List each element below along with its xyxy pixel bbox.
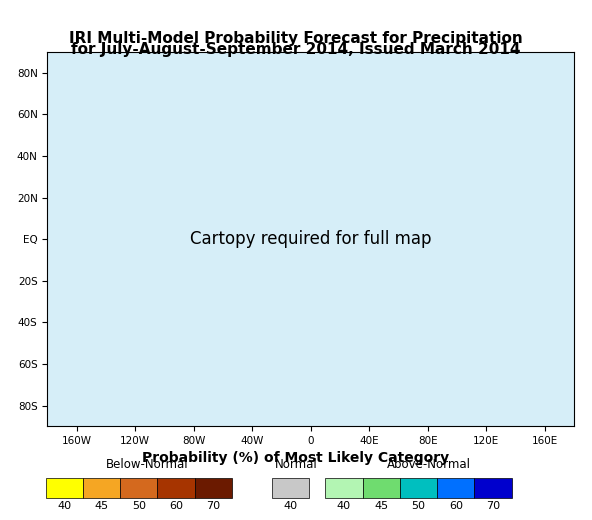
Bar bbox=[326, 477, 363, 498]
Text: for July-August-September 2014, Issued March 2014: for July-August-September 2014, Issued M… bbox=[71, 42, 521, 57]
Text: Above-Normal: Above-Normal bbox=[387, 458, 471, 471]
Bar bbox=[272, 477, 310, 498]
Text: Normal: Normal bbox=[275, 458, 317, 471]
Bar bbox=[437, 477, 475, 498]
Text: 50: 50 bbox=[132, 501, 146, 511]
Text: 45: 45 bbox=[95, 501, 108, 511]
Text: 70: 70 bbox=[486, 501, 500, 511]
Text: Probability (%) of Most Likely Category: Probability (%) of Most Likely Category bbox=[143, 450, 449, 464]
Text: 60: 60 bbox=[449, 501, 463, 511]
Bar bbox=[400, 477, 437, 498]
Text: Cartopy required for full map: Cartopy required for full map bbox=[190, 230, 432, 248]
Bar bbox=[157, 477, 195, 498]
Bar bbox=[46, 477, 83, 498]
Text: 50: 50 bbox=[411, 501, 426, 511]
Text: 45: 45 bbox=[374, 501, 388, 511]
Text: 70: 70 bbox=[207, 501, 220, 511]
Bar bbox=[363, 477, 400, 498]
Bar bbox=[120, 477, 157, 498]
Text: 40: 40 bbox=[57, 501, 71, 511]
Text: IRI Multi-Model Probability Forecast for Precipitation: IRI Multi-Model Probability Forecast for… bbox=[69, 32, 523, 46]
Bar bbox=[83, 477, 120, 498]
Text: Below-Normal: Below-Normal bbox=[105, 458, 188, 471]
Text: 60: 60 bbox=[169, 501, 183, 511]
Bar bbox=[475, 477, 512, 498]
Bar bbox=[195, 477, 232, 498]
Text: 40: 40 bbox=[337, 501, 351, 511]
Text: 40: 40 bbox=[284, 501, 298, 511]
